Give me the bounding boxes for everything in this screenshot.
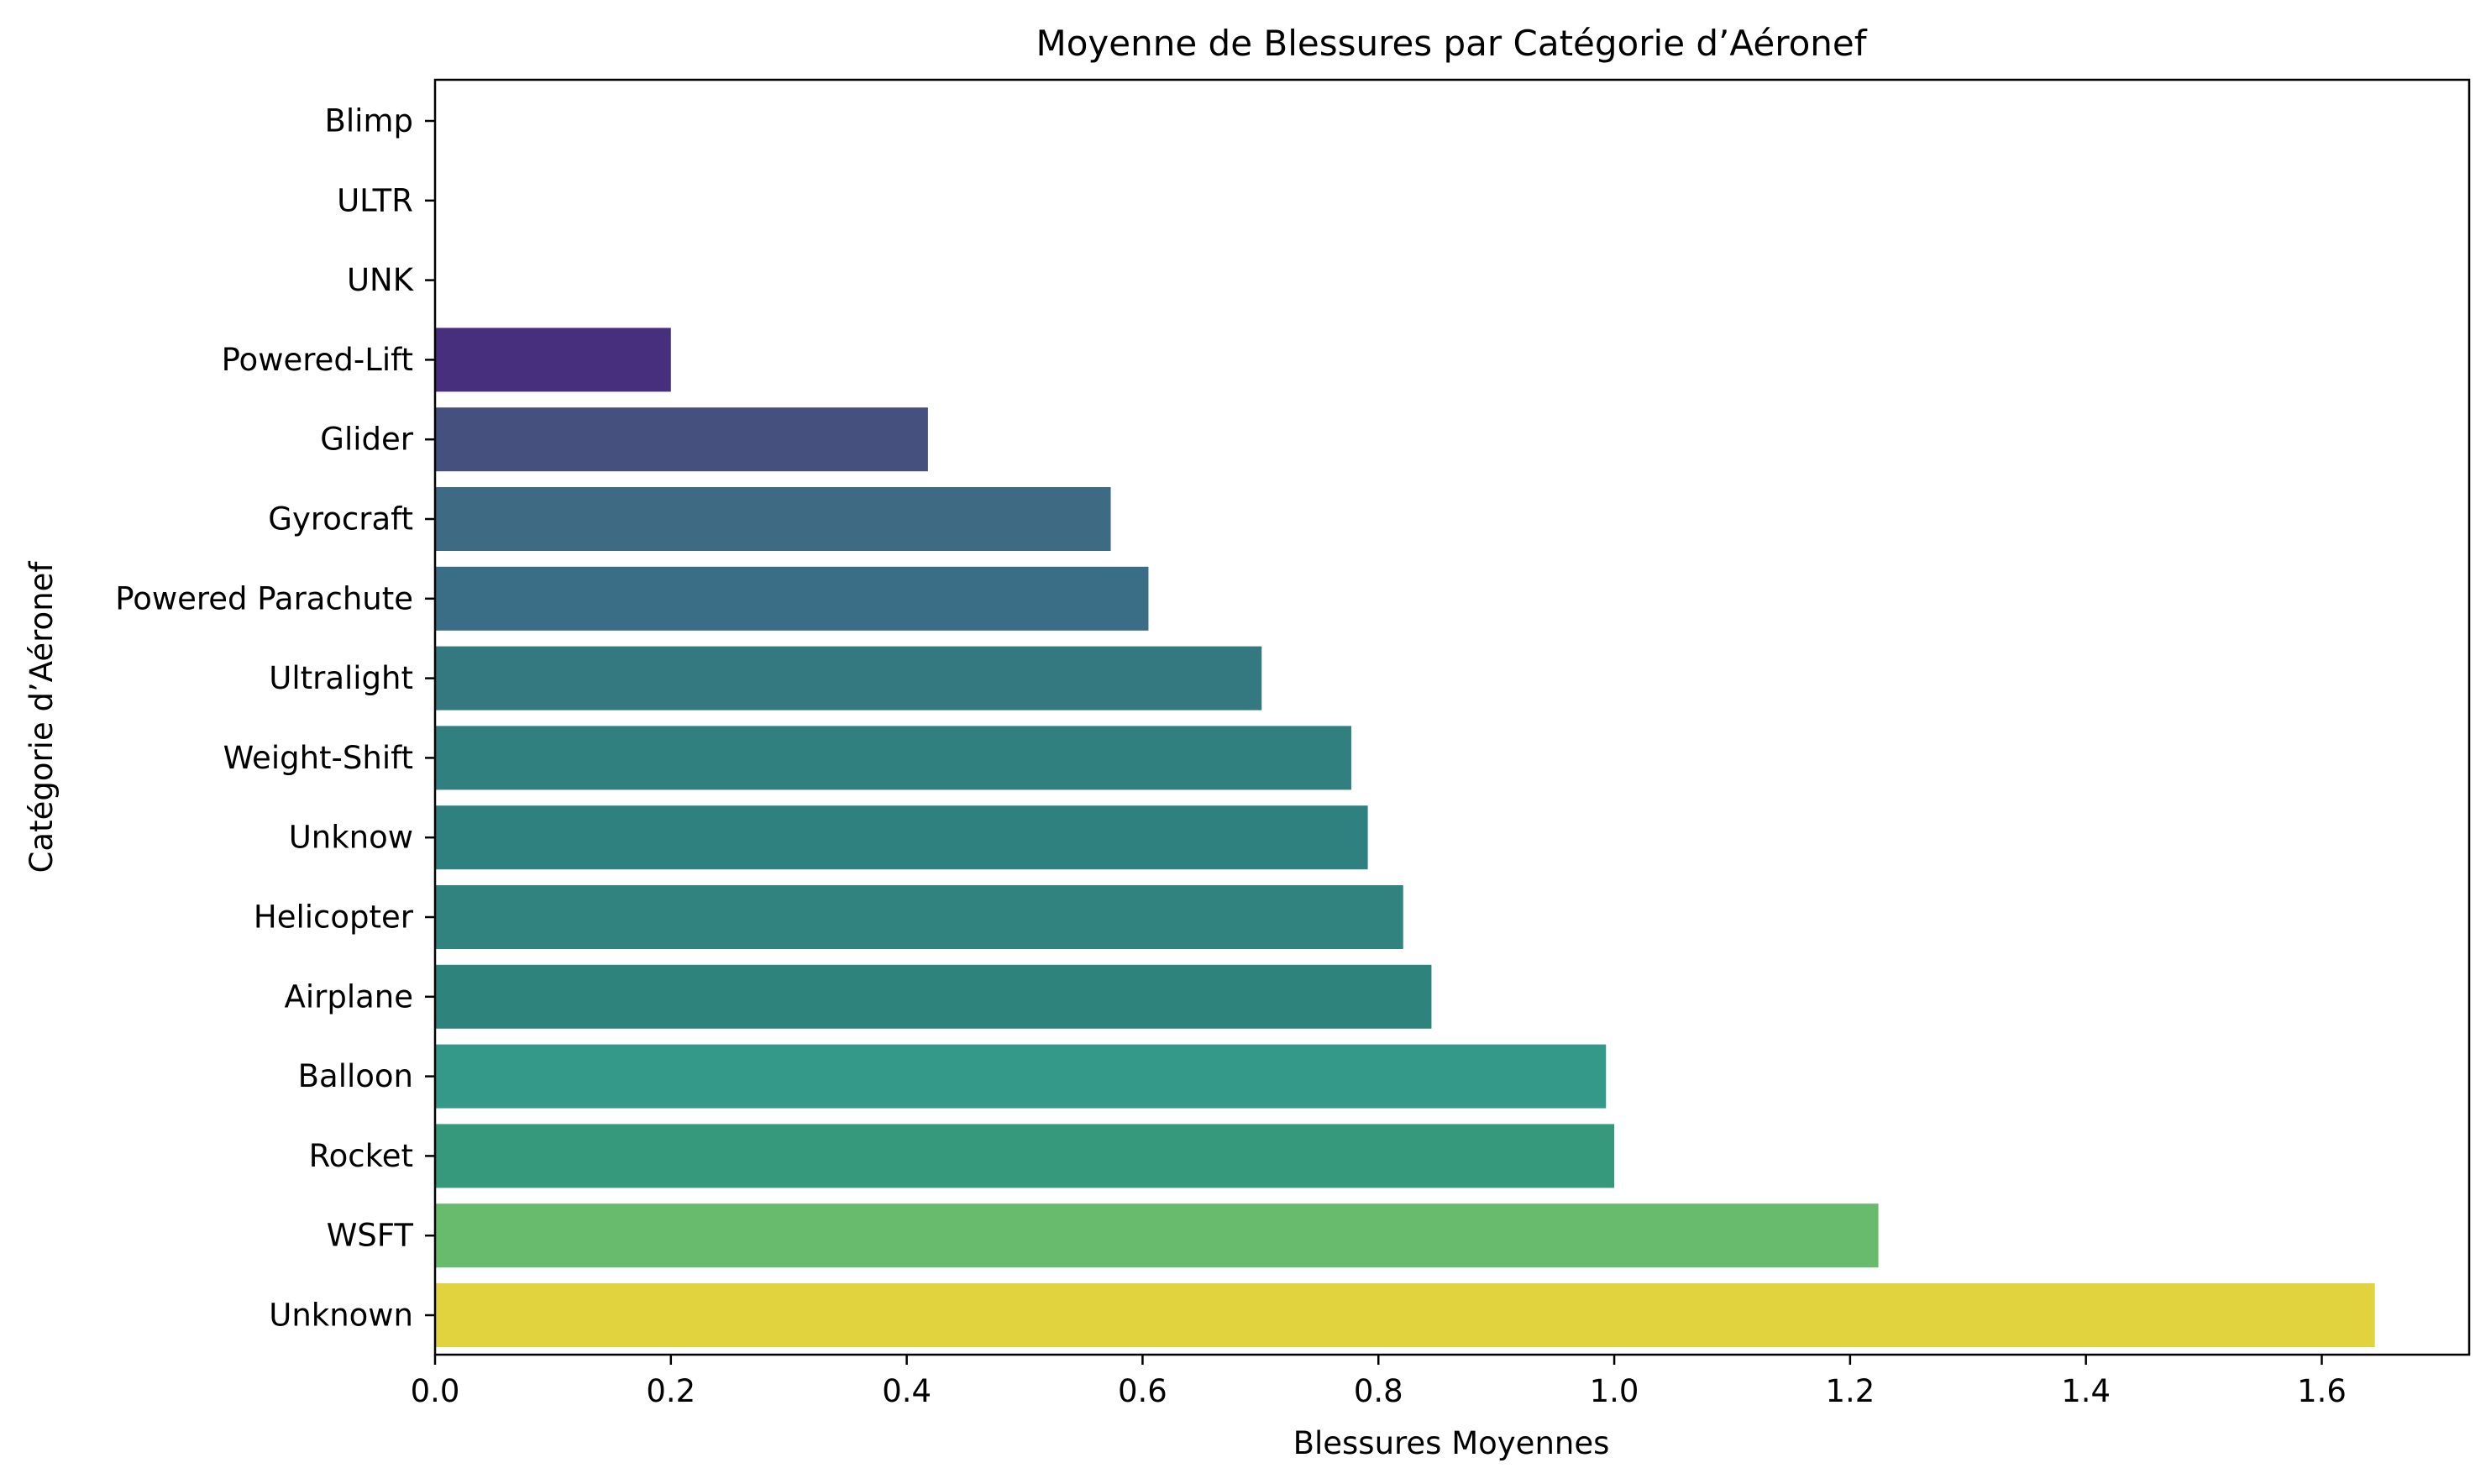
y-tick-label: Unknow <box>289 820 413 856</box>
y-tick-label: Weight-Shift <box>223 740 413 776</box>
y-tick-label: Airplane <box>285 978 413 1015</box>
x-tick-label: 0.6 <box>1118 1373 1167 1409</box>
y-axis-label: Catégorie d’Aéronef <box>24 561 60 873</box>
y-tick-label: Rocket <box>309 1138 413 1174</box>
y-tick-label: ULTR <box>337 182 413 218</box>
x-tick-label: 0.4 <box>882 1373 931 1409</box>
y-tick-label: Blimp <box>325 103 413 139</box>
bar <box>435 726 1351 790</box>
x-axis-label: Blessures Moyennes <box>1293 1425 1610 1461</box>
y-tick-label: Powered Parachute <box>115 580 413 616</box>
y-tick-label: Helicopter <box>254 899 414 936</box>
x-tick-label: 1.6 <box>2297 1373 2347 1409</box>
y-tick-label: Balloon <box>298 1058 413 1094</box>
x-tick-label: 0.8 <box>1354 1373 1403 1409</box>
chart-title: Moyenne de Blessures par Catégorie d’Aér… <box>1036 23 1867 64</box>
x-tick-label: 0.0 <box>411 1373 460 1409</box>
bar <box>435 1124 1615 1188</box>
bar <box>435 646 1262 711</box>
bar <box>435 566 1149 631</box>
y-tick-label: Ultralight <box>269 660 413 696</box>
bar <box>435 328 671 392</box>
x-tick-label: 1.4 <box>2061 1373 2111 1409</box>
y-axis-ticks: Blimp ULTR UNK Powered-Lift Glider Gyrocraft P… <box>115 103 435 1334</box>
bar <box>435 885 1403 949</box>
y-tick-label: UNK <box>347 262 415 298</box>
y-tick-label: Glider <box>320 422 413 458</box>
y-tick-label: WSFT <box>327 1218 414 1254</box>
x-tick-label: 0.2 <box>646 1373 695 1409</box>
bar <box>435 1203 1879 1268</box>
bar <box>435 1044 1607 1109</box>
plot-frame <box>433 78 2471 1356</box>
y-tick-label: Powered-Lift <box>222 342 413 378</box>
x-tick-label: 1.2 <box>1825 1373 1875 1409</box>
bar <box>435 964 1432 1029</box>
bar <box>435 487 1111 551</box>
x-tick-label: 1.0 <box>1590 1373 1639 1409</box>
bar <box>435 1283 2375 1347</box>
bar <box>435 407 928 472</box>
x-axis-ticks: 0.0 0.2 0.4 0.6 0.8 1.0 1.2 1.4 1.6 <box>411 1355 2347 1409</box>
y-tick-label: Unknown <box>269 1298 413 1334</box>
bars <box>435 328 2375 1347</box>
y-tick-label: Gyrocraft <box>268 501 413 537</box>
bar <box>435 805 1368 870</box>
